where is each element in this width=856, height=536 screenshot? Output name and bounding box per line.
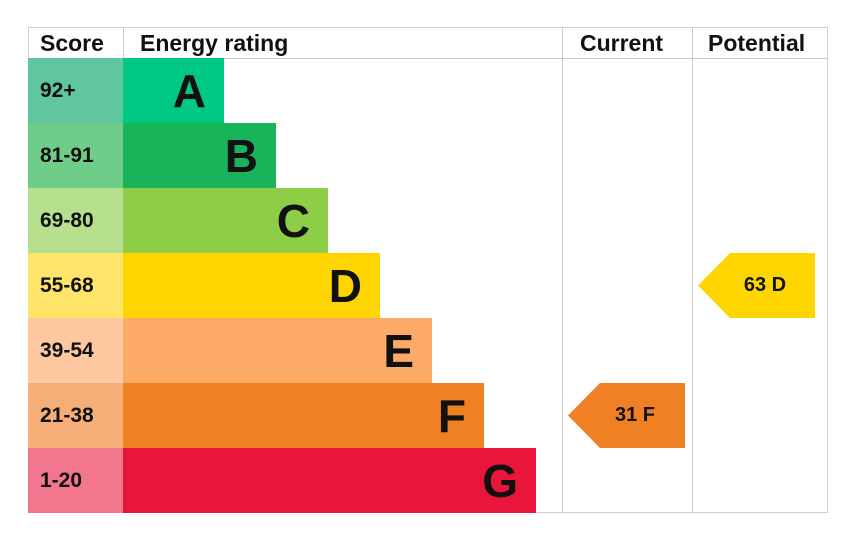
rating-bar-f: F — [123, 383, 484, 448]
current-rating-label: 31 F — [614, 404, 656, 426]
score-range-d: 55-68 — [28, 253, 123, 318]
score-range-b: 81-91 — [28, 123, 123, 188]
score-range-a: 92+ — [28, 58, 123, 123]
rating-bar-c: C — [123, 188, 328, 253]
header-score: Score — [40, 30, 104, 56]
header-current: Current — [580, 30, 664, 56]
potential-rating-label: 63 D — [743, 274, 787, 296]
column-divider — [692, 27, 693, 513]
score-range-c: 69-80 — [28, 188, 123, 253]
rating-bar-e: E — [123, 318, 432, 383]
potential-rating-arrow: 63 D — [698, 253, 815, 318]
rating-bar-d: D — [123, 253, 380, 318]
rating-bar-a: A — [123, 58, 224, 123]
rating-bar-b: B — [123, 123, 276, 188]
header-potential: Potential — [708, 30, 806, 56]
current-rating-arrow: 31 F — [568, 383, 685, 448]
header-divider — [28, 58, 828, 59]
header-energy-rating: Energy rating — [140, 30, 289, 56]
score-range-e: 39-54 — [28, 318, 123, 383]
score-range-f: 21-38 — [28, 383, 123, 448]
score-range-g: 1-20 — [28, 448, 123, 513]
rating-bar-g: G — [123, 448, 536, 513]
column-divider — [562, 27, 563, 513]
